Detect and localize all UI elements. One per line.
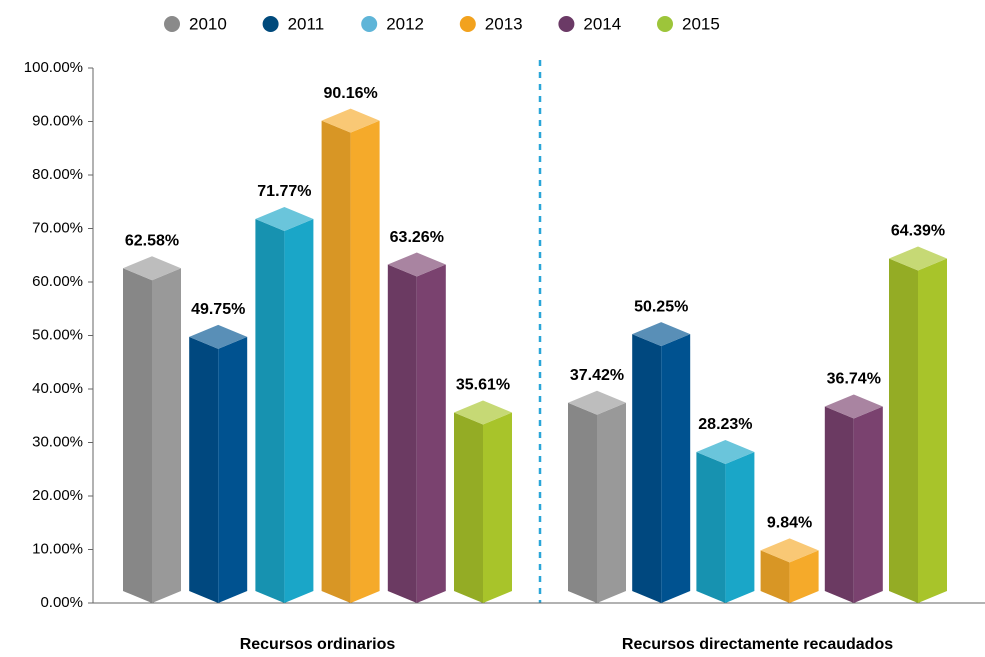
bar-right-face: [416, 264, 446, 603]
y-tick-label: 80.00%: [32, 166, 83, 183]
data-label: 71.77%: [257, 183, 311, 200]
y-tick-label: 100.00%: [24, 59, 83, 76]
data-label: 50.25%: [634, 298, 688, 315]
bar-left-face: [568, 402, 597, 603]
y-tick-label: 90.00%: [32, 112, 83, 129]
data-label: 64.39%: [891, 223, 945, 240]
legend-label: 2014: [583, 14, 621, 33]
bar-left-face: [454, 412, 483, 603]
bar-top-face: [321, 108, 380, 133]
bar-top-face: [454, 400, 512, 425]
bar-right-face: [483, 412, 512, 603]
bar-right-face: [918, 258, 947, 603]
data-label: 62.58%: [125, 232, 179, 249]
legend-label: 2015: [682, 14, 720, 33]
bar-left-face: [889, 258, 918, 603]
data-label: 90.16%: [323, 85, 377, 102]
legend-marker: [361, 16, 378, 32]
bar-left-face: [696, 451, 726, 603]
bar-top-face: [189, 324, 248, 349]
bar-top-face: [255, 207, 314, 232]
data-label: 37.42%: [570, 367, 624, 384]
bar-right-face: [853, 406, 883, 603]
bar-right-face: [789, 550, 819, 603]
bar-right-face: [152, 268, 181, 603]
data-label: 36.74%: [827, 371, 881, 388]
y-tick-label: 50.00%: [32, 326, 83, 343]
bar-top-face: [824, 394, 883, 419]
legend-label: 2011: [288, 14, 325, 33]
category-label: Recursos directamente recaudados: [622, 636, 893, 653]
bar-left-face: [824, 406, 854, 603]
data-label: 35.61%: [456, 377, 510, 394]
y-tick-label: 40.00%: [32, 380, 83, 397]
legend-marker: [558, 16, 575, 32]
data-label: 28.23%: [698, 416, 752, 433]
bar-top-face: [387, 252, 446, 277]
category-label: Recursos ordinarios: [240, 636, 396, 653]
bar-top-face: [760, 538, 819, 563]
bar-top-face: [696, 439, 755, 464]
bar-right-face: [725, 451, 755, 603]
bar-right-face: [661, 334, 691, 603]
bar-left-face: [632, 334, 662, 603]
bar-left-face: [387, 264, 417, 603]
bar-left-face: [321, 120, 351, 604]
bar-top-face: [568, 390, 626, 415]
legend-marker: [164, 16, 180, 32]
legend-label: 2013: [485, 14, 523, 33]
bar-left-face: [189, 336, 219, 603]
bar-right-face: [350, 120, 380, 604]
bar-left-face: [760, 550, 790, 603]
y-tick-label: 10.00%: [32, 540, 83, 557]
bar-right-face: [597, 402, 626, 603]
legend-marker: [657, 16, 673, 32]
legend-marker: [262, 16, 279, 32]
bar-left-face: [123, 268, 152, 603]
bar-top-face: [632, 322, 691, 347]
y-tick-label: 20.00%: [32, 487, 83, 504]
bar-top-face: [889, 246, 947, 271]
bar-top-face: [123, 256, 181, 281]
bar-right-face: [284, 219, 314, 603]
legend-label: 2012: [386, 14, 424, 33]
legend-marker: [459, 16, 476, 32]
y-tick-label: 70.00%: [32, 219, 83, 236]
data-label: 49.75%: [191, 301, 245, 318]
y-tick-label: 0.00%: [40, 594, 83, 611]
bar-left-face: [255, 219, 285, 603]
y-tick-label: 60.00%: [32, 273, 83, 290]
legend-label: 2010: [189, 14, 227, 33]
bar-right-face: [218, 336, 248, 603]
y-tick-label: 30.00%: [32, 433, 83, 450]
data-label: 63.26%: [390, 229, 444, 246]
data-label: 9.84%: [767, 515, 812, 532]
